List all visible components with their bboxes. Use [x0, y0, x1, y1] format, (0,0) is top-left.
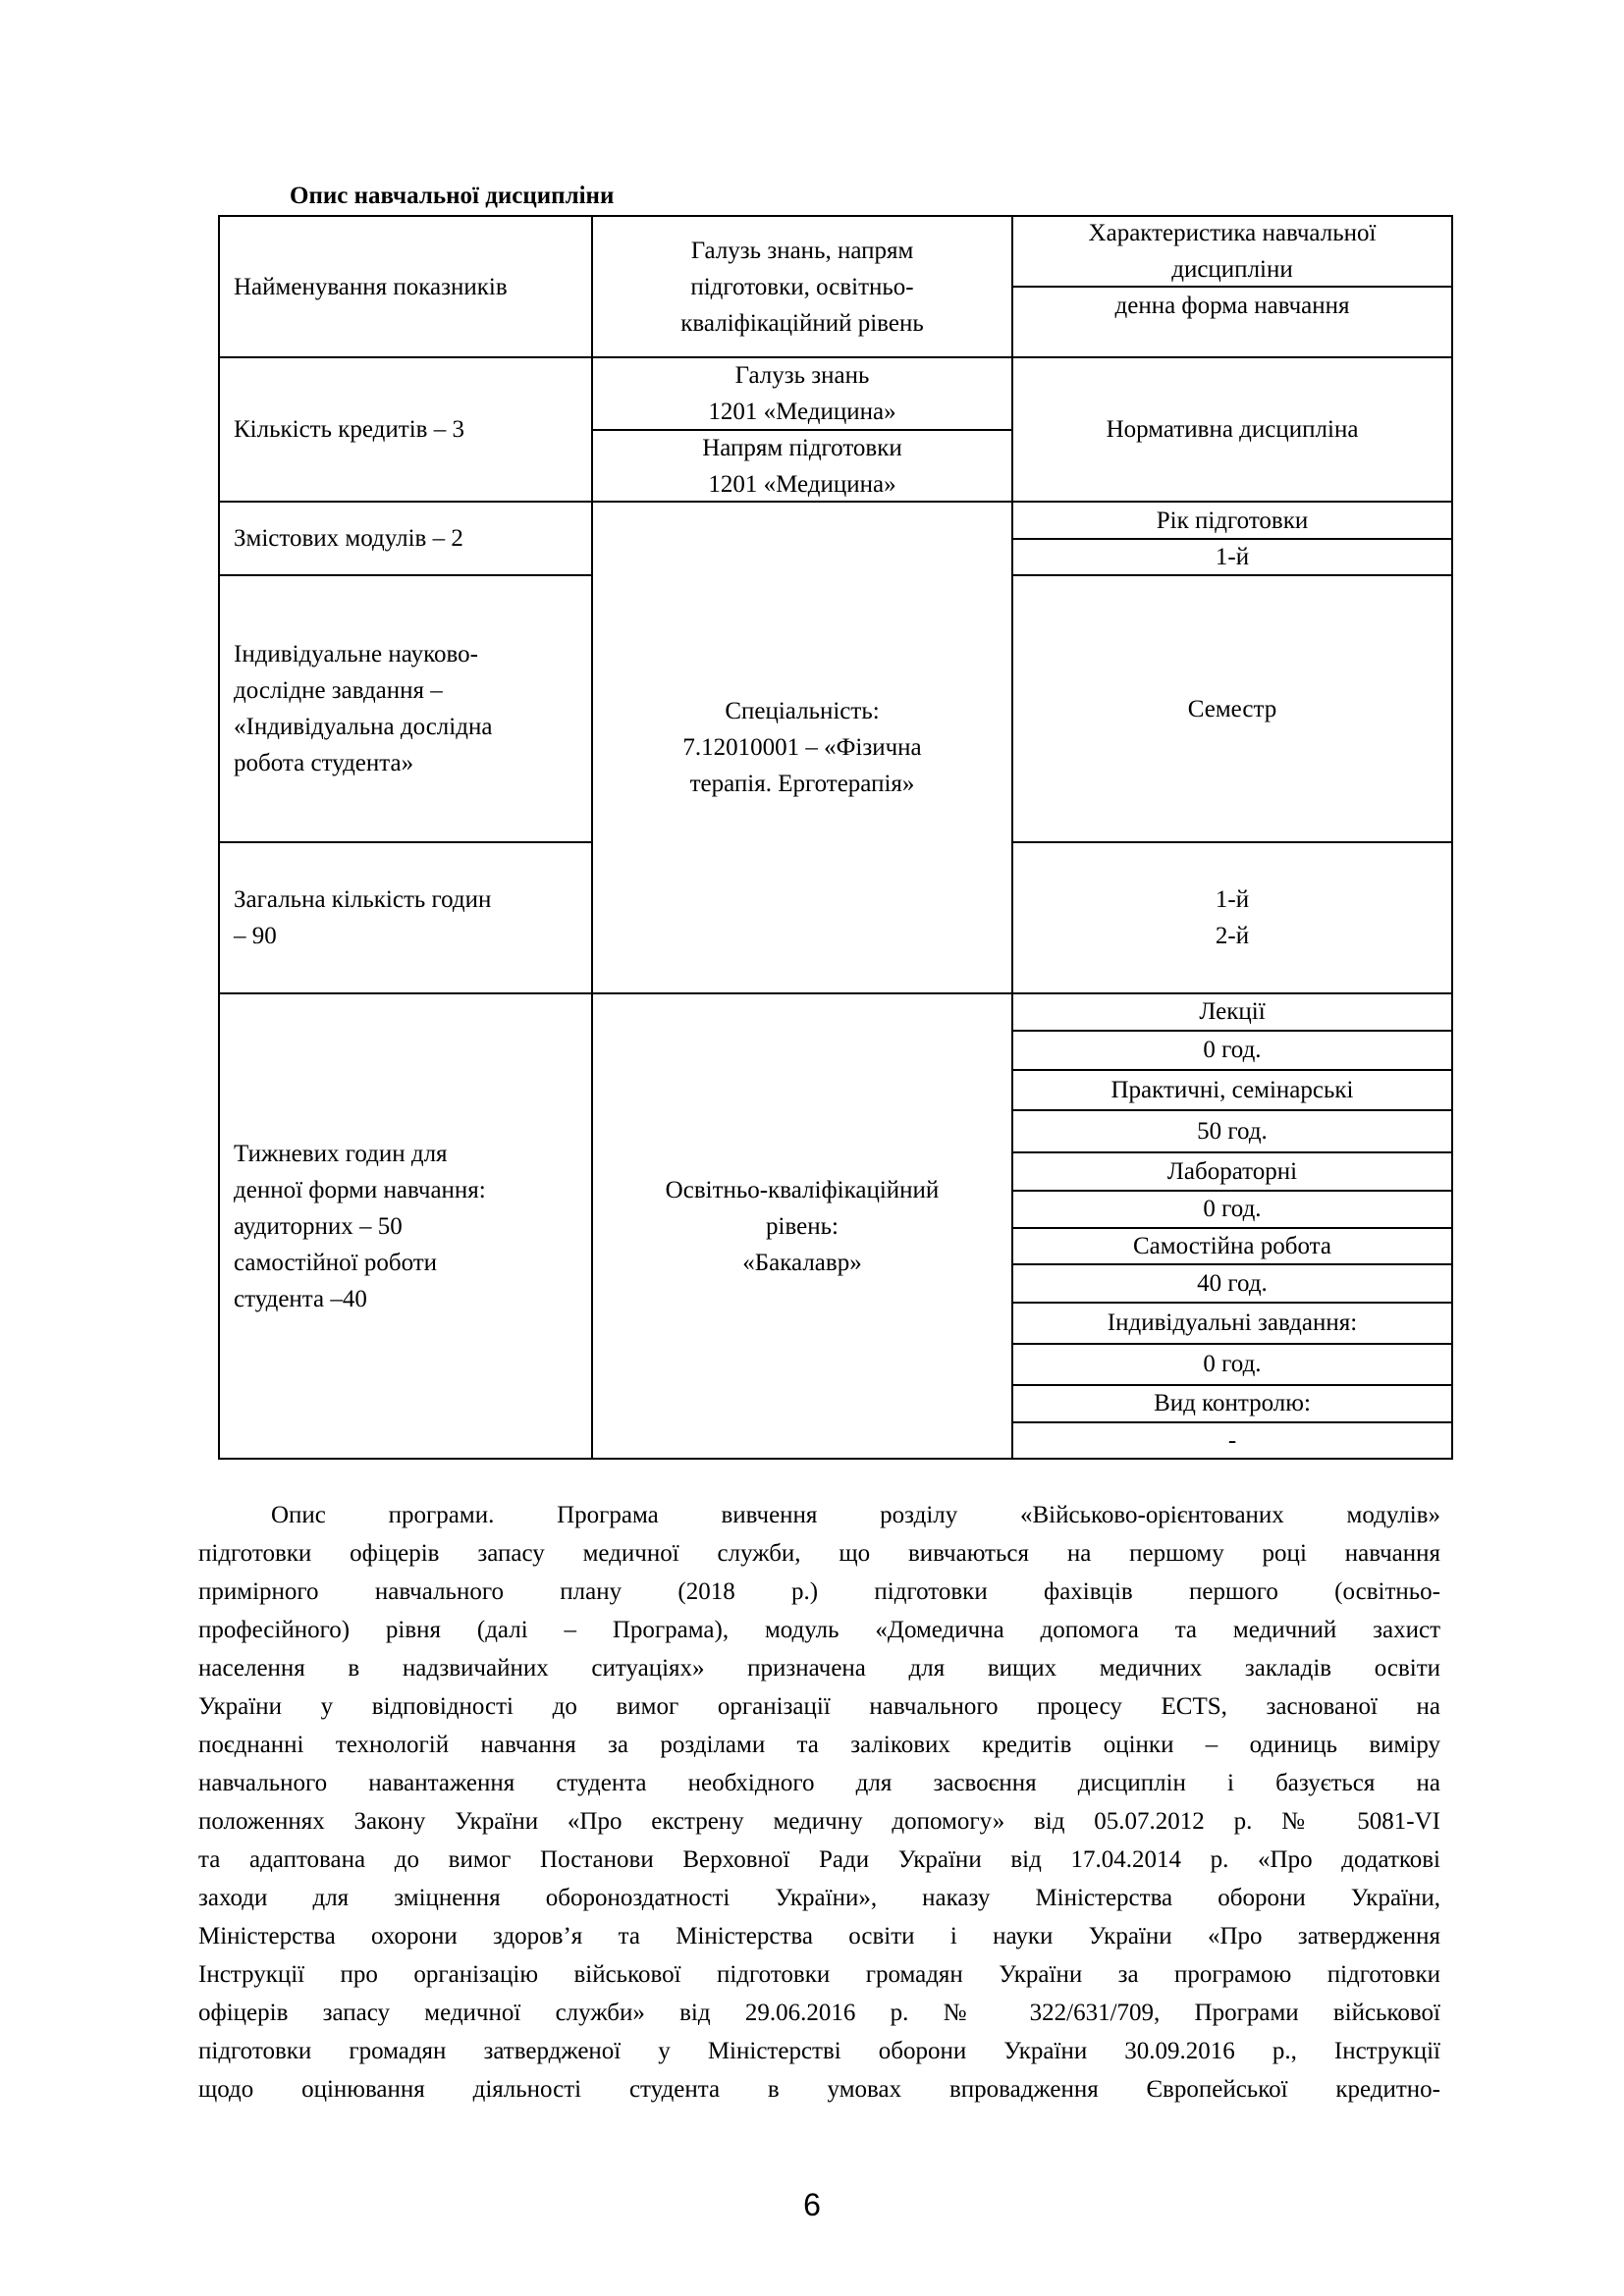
- weekly-hours-cell: Тижневих годин для денної форми навчання…: [218, 992, 593, 1460]
- program-description: Опис програми. Програма вивчення розділу…: [198, 1496, 1440, 2109]
- cell-text: Кількість кредитів – 3: [234, 416, 464, 443]
- paragraph-line: навчального навантаження студента необхі…: [198, 1770, 1440, 1796]
- paragraph-line: та адаптована до вимог Постанови Верховн…: [198, 1846, 1440, 1873]
- cell-text: 7.12010001 – «Фізична: [682, 734, 922, 761]
- training-direction-cell: Напрям підготовки 1201 «Медицина»: [591, 429, 1013, 503]
- paragraph-line: Міністерства охорони здоров’я та Міністе…: [198, 1923, 1440, 1949]
- cell-text: терапія. Ерготерапія»: [689, 771, 915, 797]
- cell-text: Лекції: [1199, 998, 1266, 1025]
- cell-text: 2-й: [1215, 923, 1250, 949]
- cell-text: Галузь знань, напрям: [690, 237, 914, 264]
- year-value-cell: 1-й: [1011, 538, 1453, 576]
- cell-text: Лабораторні: [1166, 1157, 1298, 1185]
- cell-text: денна форма навчання: [1114, 293, 1350, 319]
- cell-text: 1201 «Медицина»: [708, 399, 896, 425]
- cell-text: 1-й: [1215, 544, 1250, 570]
- cell-text: -: [1227, 1426, 1237, 1454]
- paragraph-line: поєднанні технологій навчання за розділа…: [198, 1732, 1440, 1758]
- total-hours-cell: Загальна кількість годин – 90: [218, 841, 593, 994]
- cell-text: Загальна кількість годин: [234, 886, 492, 913]
- discipline-type-cell: Нормативна дисципліна: [1011, 356, 1453, 503]
- cell-text: рівень:: [766, 1212, 839, 1240]
- individual-task-cell: Індивідуальне науково- дослідне завдання…: [218, 574, 593, 843]
- hours-cell: 40 год.: [1011, 1263, 1453, 1304]
- hours-cell: Лабораторні: [1011, 1151, 1453, 1192]
- cell-text: Семестр: [1187, 695, 1277, 722]
- paragraph-line: заходи для зміцнення обороноздатності Ук…: [198, 1885, 1440, 1911]
- hours-cell: Індивідуальні завдання:: [1011, 1302, 1453, 1345]
- hours-cell: Вид контролю:: [1011, 1384, 1453, 1423]
- header-field: Галузь знань, напрям підготовки, освітнь…: [591, 215, 1013, 358]
- paragraph-line: України у відповідності до вимог організ…: [198, 1693, 1440, 1720]
- hours-cell: 0 год.: [1011, 1030, 1453, 1071]
- cell-text: 40 год.: [1197, 1269, 1268, 1297]
- section-title: Опис навчальної дисципліни: [290, 183, 615, 209]
- cell-text: Галузь знань: [734, 362, 870, 389]
- cell-text: Рік підготовки: [1156, 507, 1309, 534]
- cell-text: Самостійна робота: [1132, 1232, 1331, 1259]
- modules-cell: Змістових модулів – 2: [218, 501, 593, 576]
- cell-text: Вид контролю:: [1154, 1390, 1311, 1416]
- cell-text: кваліфікаційний рівень: [680, 309, 924, 337]
- cell-text: самостійної роботи: [234, 1249, 438, 1276]
- year-label-cell: Рік підготовки: [1011, 501, 1453, 540]
- cell-text: 0 год.: [1203, 1351, 1262, 1377]
- header-study-form: денна форма навчання: [1011, 286, 1453, 358]
- cell-text: 0 год.: [1203, 1196, 1262, 1222]
- semester-label-cell: Семестр: [1011, 574, 1453, 843]
- cell-text: студента –40: [234, 1285, 367, 1312]
- paragraph-line: примірного навчального плану (2018 р.) п…: [198, 1578, 1440, 1605]
- paragraph-line: Опис програми. Програма вивчення розділу…: [271, 1502, 1440, 1528]
- hours-cell: Лекції: [1011, 992, 1453, 1032]
- cell-text: 0 год.: [1203, 1037, 1262, 1063]
- hours-cell: 0 год.: [1011, 1343, 1453, 1386]
- cell-text: Найменування показників: [234, 273, 508, 300]
- paragraph-line: офіцерів запасу медичної служби» від 29.…: [198, 2000, 1440, 2026]
- hours-cell: -: [1011, 1421, 1453, 1460]
- cell-text: дисципліни: [1171, 256, 1293, 283]
- cell-text: Змістових модулів – 2: [234, 525, 463, 552]
- cell-text: робота студента»: [234, 750, 414, 776]
- cell-text: 1201 «Медицина»: [708, 470, 896, 498]
- qualification-level-cell: Освітньо-кваліфікаційний рівень: «Бакала…: [591, 992, 1013, 1460]
- cell-text: Індивідуальне науково-: [234, 641, 478, 667]
- cell-text: Напрям підготовки: [702, 434, 902, 461]
- cell-text: Тижневих годин для: [234, 1140, 448, 1167]
- cell-text: Практичні, семінарські: [1110, 1076, 1354, 1103]
- paragraph-line: Інструкції про організацію військової пі…: [198, 1961, 1440, 1988]
- cell-text: Освітньо-кваліфікаційний: [665, 1176, 940, 1203]
- cell-text: Спеціальність:: [725, 698, 880, 724]
- paragraph-line: населення в надзвичайних ситуаціях» приз…: [198, 1655, 1440, 1682]
- cell-text: аудиторних – 50: [234, 1212, 403, 1240]
- credits-cell: Кількість кредитів – 3: [218, 356, 593, 503]
- paragraph-line: положеннях Закону України «Про екстрену …: [198, 1808, 1440, 1835]
- header-characteristics: Характеристика навчальної дисципліни: [1011, 215, 1453, 288]
- hours-cell: 0 год.: [1011, 1190, 1453, 1229]
- cell-text: «Індивідуальна дослідна: [234, 714, 493, 740]
- hours-cell: 50 год.: [1011, 1109, 1453, 1153]
- specialty-cell: Спеціальність: 7.12010001 – «Фізична тер…: [591, 501, 1013, 994]
- paragraph-line: професійного) рівня (далі – Програма), м…: [198, 1617, 1440, 1643]
- cell-text: 1-й: [1215, 886, 1250, 913]
- field-of-knowledge-cell: Галузь знань 1201 «Медицина»: [591, 356, 1013, 431]
- cell-text: «Бакалавр»: [742, 1249, 862, 1276]
- cell-text: дослідне завдання –: [234, 677, 443, 704]
- paragraph-line: щодо оцінювання діяльності студента в ум…: [198, 2076, 1440, 2103]
- cell-text: підготовки, освітньо-: [690, 273, 914, 300]
- hours-cell: Самостійна робота: [1011, 1227, 1453, 1265]
- header-indicators: Найменування показників: [218, 215, 593, 358]
- page-number: 6: [803, 2187, 821, 2222]
- paragraph-line: підготовки офіцерів запасу медичної служ…: [198, 1540, 1440, 1567]
- paragraph-line: підготовки громадян затвердженої у Мініс…: [198, 2038, 1440, 2064]
- cell-text: 50 год.: [1197, 1117, 1268, 1145]
- semester-value-cell: 1-й 2-й: [1011, 841, 1453, 994]
- cell-text: – 90: [234, 923, 277, 949]
- cell-text: денної форми навчання:: [234, 1176, 486, 1203]
- cell-text: Індивідуальні завдання:: [1107, 1309, 1358, 1336]
- cell-text: Нормативна дисципліна: [1106, 416, 1359, 443]
- cell-text: Характеристика навчальної: [1088, 220, 1377, 246]
- hours-cell: Практичні, семінарські: [1011, 1069, 1453, 1111]
